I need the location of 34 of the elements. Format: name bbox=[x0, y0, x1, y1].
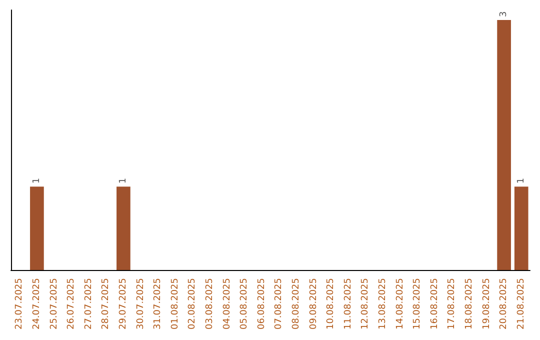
x-tick-label: 19.08.2025 bbox=[482, 278, 492, 330]
data-label: 3 bbox=[499, 11, 510, 17]
x-tick-label: 16.08.2025 bbox=[430, 278, 440, 330]
data-label: 1 bbox=[32, 178, 42, 184]
x-tick-label: 07.08.2025 bbox=[274, 278, 284, 330]
x-tick-label: 20.08.2025 bbox=[499, 278, 510, 330]
x-tick-label: 28.07.2025 bbox=[101, 278, 112, 330]
x-tick-label: 03.08.2025 bbox=[204, 278, 215, 330]
x-tick-label: 15.08.2025 bbox=[412, 278, 423, 330]
x-tick-label: 12.08.2025 bbox=[360, 278, 371, 330]
x-tick-label: 29.07.2025 bbox=[118, 278, 128, 330]
x-tick-label: 02.08.2025 bbox=[188, 278, 198, 330]
data-label: 1 bbox=[118, 178, 128, 184]
x-tick-label: 09.08.2025 bbox=[308, 278, 319, 330]
x-tick-label: 31.07.2025 bbox=[153, 278, 164, 330]
x-tick-label: 24.07.2025 bbox=[32, 278, 42, 330]
x-tick-label: 08.08.2025 bbox=[291, 278, 302, 330]
x-tick-label: 25.07.2025 bbox=[49, 278, 60, 330]
x-tick-label: 05.08.2025 bbox=[240, 278, 250, 330]
x-tick-label: 04.08.2025 bbox=[222, 278, 232, 330]
x-tick-label: 10.08.2025 bbox=[326, 278, 336, 330]
x-tick-label: 14.08.2025 bbox=[395, 278, 406, 330]
x-tick-label: 18.08.2025 bbox=[464, 278, 474, 330]
x-tick-label: 23.07.2025 bbox=[14, 278, 25, 330]
x-tick-label: 27.07.2025 bbox=[84, 278, 94, 330]
x-tick-label: 17.08.2025 bbox=[447, 278, 458, 330]
x-tick-label: 13.08.2025 bbox=[378, 278, 388, 330]
x-tick-label: 21.08.2025 bbox=[516, 278, 526, 330]
x-tick-label: 01.08.2025 bbox=[170, 278, 180, 330]
x-tick-label: 06.08.2025 bbox=[256, 278, 267, 330]
x-tick-label: 26.07.2025 bbox=[66, 278, 77, 330]
x-tick-label: 11.08.2025 bbox=[343, 278, 354, 330]
data-label: 1 bbox=[516, 178, 526, 184]
x-tick-label: 30.07.2025 bbox=[136, 278, 146, 330]
